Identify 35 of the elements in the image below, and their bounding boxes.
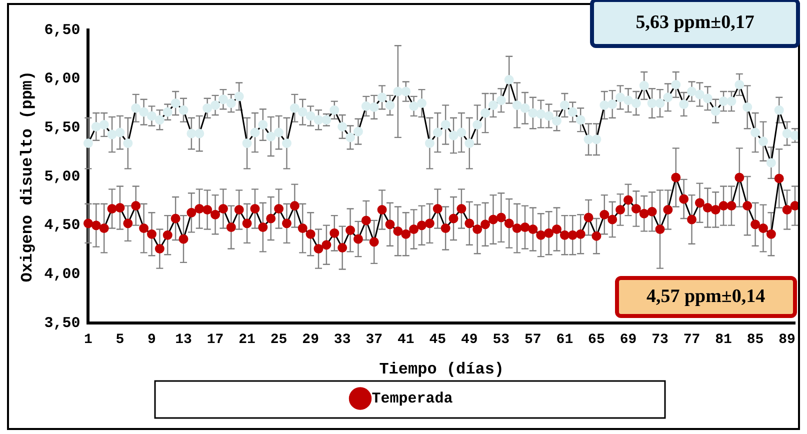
x-tick-label: 53 — [492, 332, 510, 348]
y-tick-label: 3,50 — [44, 314, 80, 332]
y-tick-label: 4,00 — [44, 266, 80, 283]
x-axis-title: Tiempo (días) — [379, 360, 504, 378]
x-tick-label: 29 — [302, 332, 319, 348]
note-box: 5,63 ppm±0,17 — [590, 0, 800, 48]
x-tick-label: 17 — [206, 332, 224, 348]
legend-label: Temperada — [372, 390, 453, 408]
x-tick-label: 69 — [620, 332, 637, 348]
y-tick-label: 6,00 — [44, 70, 80, 88]
x-tick-label: 21 — [238, 332, 256, 348]
x-tick-label: 1 — [84, 332, 92, 348]
y-tick-label: 6,50 — [44, 22, 80, 39]
x-tick-label: 81 — [715, 332, 732, 348]
x-tick-label: 65 — [588, 332, 605, 348]
y-tick-label: 5,00 — [44, 168, 80, 186]
x-tick-label: 85 — [746, 332, 764, 348]
y-tick-label: 4,50 — [44, 217, 80, 234]
x-tick-label: 73 — [652, 332, 668, 348]
x-tick-label: 49 — [460, 332, 478, 348]
x-tick-label: 61 — [556, 332, 574, 348]
x-tick-label: 77 — [683, 332, 700, 348]
y-tick-label: 5,50 — [44, 119, 80, 136]
note-box: 4,57 ppm±0,14 — [614, 276, 797, 318]
x-tick-label: 33 — [334, 332, 351, 348]
x-tick-label: 57 — [524, 332, 542, 348]
x-tick-label: 9 — [148, 332, 156, 348]
x-tick-label: 41 — [397, 332, 414, 348]
x-tick-label: 25 — [270, 332, 288, 348]
x-tick-label: 89 — [778, 332, 796, 348]
x-tick-label: 37 — [366, 332, 383, 348]
x-tick-label: 45 — [429, 332, 446, 348]
x-tick-label: 5 — [116, 332, 124, 348]
y-axis-title: Oxigeno disuelto (ppm) — [18, 70, 37, 282]
x-tick-label: 13 — [175, 332, 192, 348]
